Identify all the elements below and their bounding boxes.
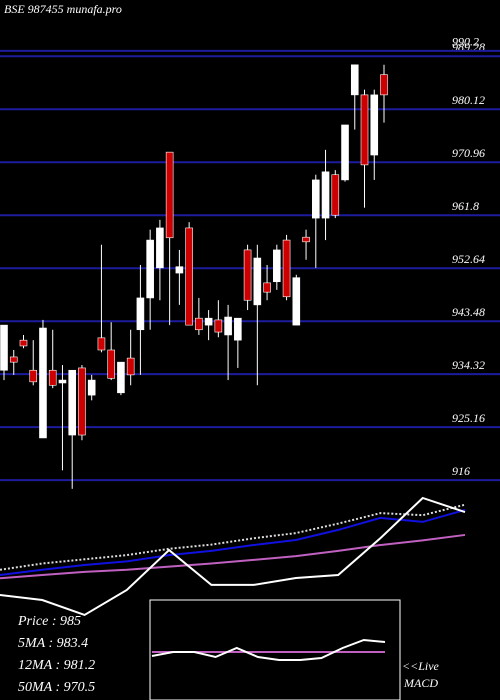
candle-body (126, 357, 135, 376)
candle-body (136, 297, 145, 331)
candle-body (380, 74, 388, 96)
candle-body (107, 349, 115, 379)
candle-body (0, 324, 8, 371)
candle-body (29, 369, 38, 383)
candle-body (39, 327, 47, 439)
candle-body (321, 171, 330, 219)
y-tick-label: 916 (452, 464, 470, 478)
candle-body (58, 379, 67, 384)
info-line: Price : 985 (17, 614, 81, 629)
macd-box (149, 599, 401, 700)
candle-body (273, 249, 281, 283)
candle-body (165, 151, 174, 239)
candle-body (19, 339, 28, 347)
candle-body (253, 257, 262, 306)
y-tick-label: 952.64 (452, 252, 485, 266)
candle-body (146, 239, 154, 299)
candle-body (350, 64, 359, 96)
candle-body (117, 361, 125, 394)
candle-body (292, 277, 301, 326)
live-label: <<Live (402, 659, 440, 673)
info-line: 50MA : 970.5 (18, 680, 95, 695)
candle-body (68, 369, 77, 436)
indicator-line (0, 533, 466, 580)
y-tick-label: 943.48 (452, 305, 485, 319)
candle-body (204, 317, 213, 326)
candle-body (360, 94, 369, 166)
candle-body (234, 317, 242, 341)
candle-body (302, 236, 310, 243)
indicator-line (0, 503, 466, 571)
y-tick-label: 990.2 (452, 35, 479, 49)
candle-body (214, 319, 223, 333)
y-tick-label: 934.32 (452, 358, 485, 372)
candle-body (243, 249, 252, 301)
candle-body (263, 282, 271, 293)
y-tick-label: 925.16 (452, 411, 485, 425)
chart-title: BSE 987455 munafa.pro (4, 2, 122, 16)
candle-body (195, 317, 203, 331)
candle-body (156, 227, 164, 269)
indicator-line (0, 508, 466, 577)
y-tick-label: 980.12 (452, 93, 485, 107)
candle-body (175, 266, 184, 274)
indicator-line (0, 496, 466, 617)
indicator-line (151, 638, 386, 661)
candle-body (9, 356, 18, 363)
candle-body (311, 179, 320, 219)
info-line: 12MA : 981.2 (18, 658, 95, 673)
candle-body (370, 94, 379, 156)
candle-body (282, 239, 291, 298)
candle-body (331, 174, 340, 216)
candle-body (185, 227, 193, 326)
candle-body (224, 316, 232, 336)
macd-label: MACD (403, 676, 438, 690)
candle-body (87, 379, 96, 396)
candle-body (341, 124, 349, 181)
candle-body (48, 369, 57, 386)
info-line: 5MA : 983.4 (18, 636, 88, 651)
candle-body (97, 337, 106, 351)
y-tick-label: 961.8 (452, 199, 479, 213)
y-tick-label: 970.96 (452, 146, 485, 160)
candle-body (78, 367, 86, 436)
